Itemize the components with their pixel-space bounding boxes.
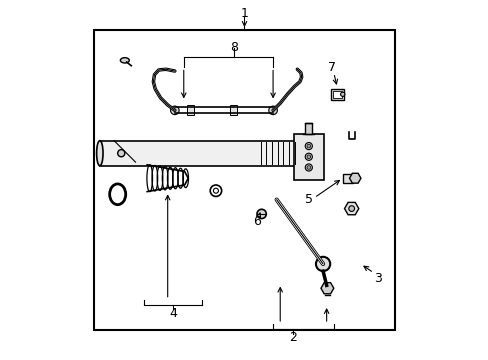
Bar <box>330 89 344 100</box>
Circle shape <box>170 106 179 114</box>
Bar <box>230 105 237 115</box>
Circle shape <box>305 164 312 171</box>
Circle shape <box>268 106 277 114</box>
Circle shape <box>257 209 266 219</box>
Ellipse shape <box>120 58 129 63</box>
Text: 7: 7 <box>327 61 335 74</box>
Text: 8: 8 <box>229 41 237 54</box>
Text: 1: 1 <box>240 8 248 21</box>
Text: 2: 2 <box>288 332 296 345</box>
Bar <box>293 134 324 180</box>
Bar <box>187 105 194 115</box>
Circle shape <box>306 144 310 148</box>
Circle shape <box>305 143 312 150</box>
Text: 3: 3 <box>374 272 382 285</box>
Bar <box>94 30 394 330</box>
Bar <box>342 174 352 183</box>
Text: 4: 4 <box>169 307 177 320</box>
Ellipse shape <box>97 141 103 166</box>
Text: 5: 5 <box>304 193 312 206</box>
Bar <box>332 91 341 98</box>
Circle shape <box>305 153 312 160</box>
Text: 6: 6 <box>253 215 261 228</box>
Circle shape <box>306 166 310 169</box>
Bar <box>100 141 310 166</box>
Circle shape <box>315 257 329 271</box>
Circle shape <box>348 206 354 211</box>
Circle shape <box>306 155 310 158</box>
Bar <box>305 123 312 134</box>
Circle shape <box>340 92 344 96</box>
Circle shape <box>118 150 124 157</box>
